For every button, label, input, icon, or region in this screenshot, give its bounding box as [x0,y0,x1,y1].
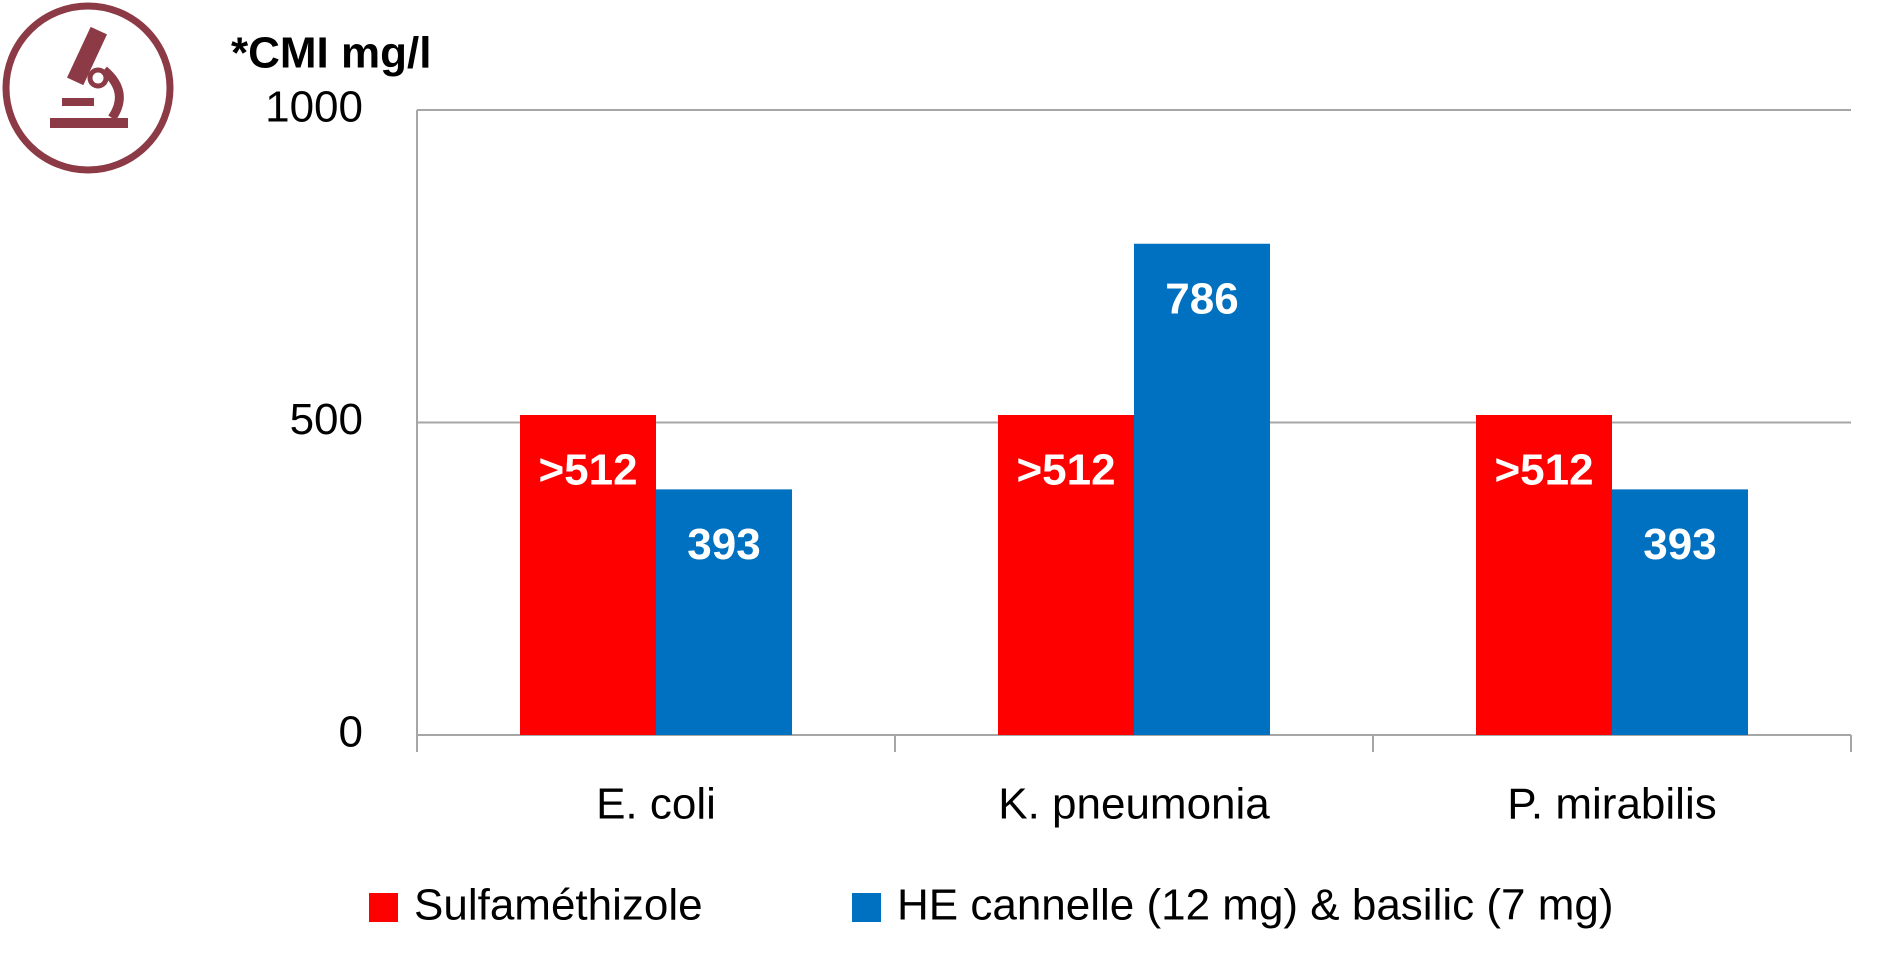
data-label: 393 [687,520,760,569]
x-tick-label: E. coli [596,780,716,829]
x-tick-label: K. pneumonia [998,780,1270,829]
bar [998,415,1134,735]
bar [1134,243,1270,735]
data-label: 786 [1165,274,1238,323]
data-label: >512 [1016,446,1115,495]
microscope-icon [2,2,174,174]
y-tick-label: 1000 [265,83,363,132]
legend-swatch [369,893,398,922]
y-tick-label: 500 [290,395,363,444]
bar [656,489,792,735]
bar [1476,415,1612,735]
y-tick-label: 0 [339,708,363,757]
bar [520,415,656,735]
data-label: >512 [538,446,637,495]
legend-label: Sulfaméthizole [414,881,703,930]
data-label: 393 [1643,520,1716,569]
data-label: >512 [1494,446,1593,495]
legend-swatch [852,893,881,922]
legend-label: HE cannelle (12 mg) & basilic (7 mg) [897,881,1613,930]
x-tick-label: P. mirabilis [1507,780,1716,829]
bar [1612,489,1748,735]
y-axis-label: *CMI mg/l [231,29,431,78]
